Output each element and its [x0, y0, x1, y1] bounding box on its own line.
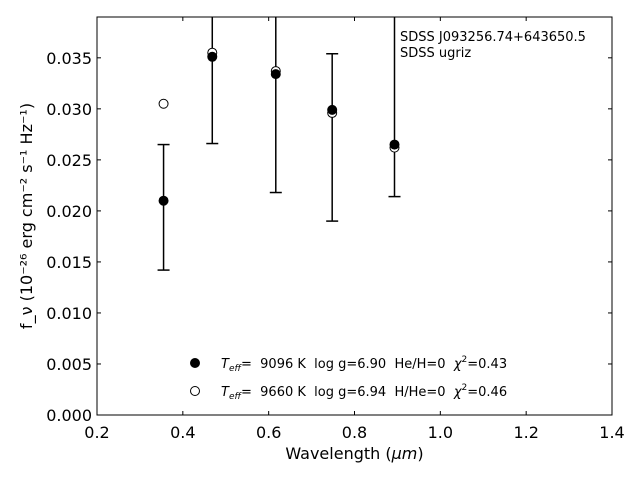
y-axis-label: f_ν (10⁻²⁶ erg cm⁻² s⁻¹ Hz⁻¹)	[17, 103, 37, 329]
data-point-filled	[270, 69, 281, 80]
y-tick-label: 0.005	[46, 355, 92, 374]
x-tick-label: 0.6	[256, 423, 281, 442]
legend-entry-filled: Teff= 9096 K log g=6.90 He/H=0 χ2=0.43	[221, 355, 507, 374]
y-tick-label: 0.020	[46, 202, 92, 221]
object-name-annotation: SDSS J093256.74+643650.5	[400, 30, 586, 45]
survey-annotation: SDSS ugriz	[400, 46, 471, 61]
x-tick-labels: 0.2 0.4 0.6 0.8 1.0 1.2 1.4	[84, 423, 624, 442]
data-point-filled	[158, 195, 169, 206]
x-tick-label: 1.4	[599, 423, 624, 442]
x-tick-label: 0.2	[84, 423, 109, 442]
data-point-filled	[389, 139, 400, 150]
axis-ticks	[96, 17, 613, 416]
y-tick-label: 0.010	[46, 304, 92, 323]
y-tick-label: 0.000	[46, 406, 92, 425]
x-tick-label: 0.8	[342, 423, 367, 442]
data-point-open	[158, 98, 169, 109]
x-tick-label: 1.0	[428, 423, 453, 442]
y-tick-label: 0.015	[46, 253, 92, 272]
legend-marker-open	[190, 386, 200, 396]
plot-frame	[96, 16, 613, 416]
y-tick-labels: 0.000 0.005 0.010 0.015 0.020 0.025 0.030 0.035	[46, 49, 92, 425]
y-tick-label: 0.035	[46, 49, 92, 68]
data-point-filled	[207, 51, 218, 62]
legend: Teff= 9096 K log g=6.90 He/H=0 χ2=0.43 T…	[190, 355, 507, 402]
data-points	[158, 47, 400, 206]
legend-marker-filled	[190, 358, 200, 368]
error-bars	[157, 17, 401, 271]
legend-entry-open: Teff= 9660 K log g=6.94 H/He=0 χ2=0.46	[221, 383, 507, 402]
x-tick-label: 0.4	[170, 423, 195, 442]
x-tick-label: 1.2	[513, 423, 538, 442]
x-axis-label: Wavelength (μm)	[285, 444, 423, 463]
y-tick-label: 0.025	[46, 151, 92, 170]
data-point-filled	[327, 104, 338, 115]
y-tick-label: 0.030	[46, 100, 92, 119]
